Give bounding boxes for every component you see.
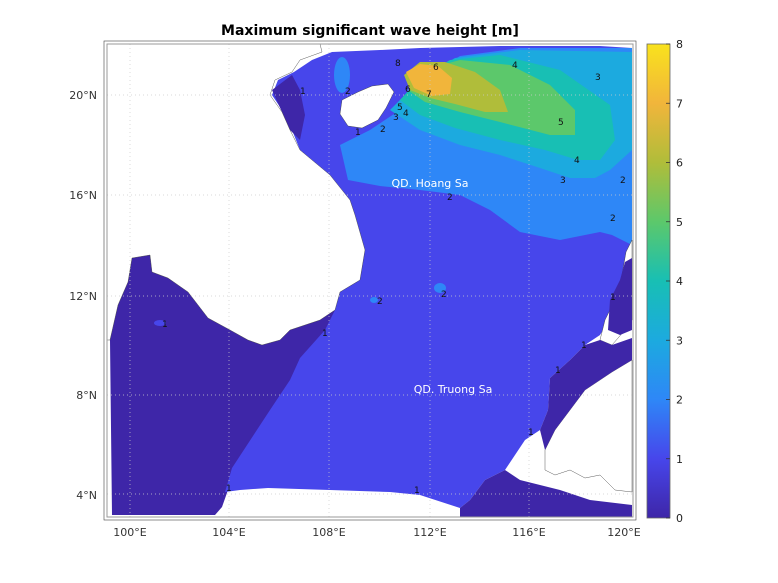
contour-label: 1 xyxy=(610,293,616,303)
x-axis: 100°E 104°E 108°E 112°E 116°E 120°E xyxy=(113,526,640,539)
contour-label: 2 xyxy=(345,87,351,97)
contour-label: 4 xyxy=(574,156,580,166)
colorbar-tick-label: 1 xyxy=(676,453,683,466)
contour-label: 2 xyxy=(610,214,616,224)
y-tick-label: 8°N xyxy=(76,389,97,402)
place-label-truong-sa: QD. Truong Sa xyxy=(414,383,493,396)
contour-label: 2 xyxy=(380,125,386,135)
y-tick-label: 16°N xyxy=(69,189,97,202)
colorbar-tick-label: 3 xyxy=(676,334,683,347)
colorbar-tick-label: 4 xyxy=(676,275,683,288)
x-tick-label: 112°E xyxy=(413,526,446,539)
place-label-hoang-sa: QD. Hoang Sa xyxy=(391,177,468,190)
contour-label: 3 xyxy=(393,113,399,123)
colorbar-ticks: 0 1 2 3 4 5 6 7 8 xyxy=(666,38,683,525)
contour-label: 5 xyxy=(397,103,403,113)
colorbar: 0 1 2 3 4 5 6 7 8 xyxy=(646,38,683,525)
x-tick-label: 108°E xyxy=(312,526,345,539)
contour-label: 1 xyxy=(226,484,232,494)
contour-label: 3 xyxy=(560,176,566,186)
philippines-region-dark xyxy=(608,258,632,335)
y-tick-label: 20°N xyxy=(69,89,97,102)
contour-label: 5 xyxy=(558,118,564,128)
contour-label: 4 xyxy=(403,109,409,119)
x-tick-label: 120°E xyxy=(607,526,640,539)
gulf-of-thailand-shallow-region xyxy=(110,255,340,515)
borneo-land xyxy=(544,359,633,493)
coastal-patch xyxy=(334,57,350,93)
colorbar-tick-label: 7 xyxy=(676,97,683,110)
contour-label: 1 xyxy=(414,486,420,496)
borneo-coast-dark xyxy=(540,338,632,450)
colorbar-tick-label: 5 xyxy=(676,216,683,229)
contour-label: 1 xyxy=(581,341,587,351)
map-frame xyxy=(106,43,634,518)
colorbar-tick-label: 2 xyxy=(676,394,683,407)
contour-label: 6 xyxy=(433,63,439,73)
map-area xyxy=(107,44,633,517)
contour-label: 8 xyxy=(395,59,401,69)
mainland-land xyxy=(107,44,366,346)
contour-label: 1 xyxy=(528,428,534,438)
contour-label: 1 xyxy=(555,366,561,376)
wave-7m-region xyxy=(406,64,452,96)
y-axis: 4°N 8°N 12°N 16°N 20°N xyxy=(69,89,97,502)
hainan-island xyxy=(339,83,395,129)
x-tick-label: 104°E xyxy=(212,526,245,539)
y-tick-label: 12°N xyxy=(69,290,97,303)
south-east-dark xyxy=(460,470,632,517)
contour-label: 1 xyxy=(355,128,361,138)
colorbar-tick-label: 0 xyxy=(676,512,683,525)
map-grid xyxy=(107,44,633,517)
contour-label: 2 xyxy=(377,297,383,307)
contour-labels: 1 2 1 2 3 4 5 6 7 6 8 4 3 5 4 3 2 2 2 2 … xyxy=(162,59,626,496)
x-tick-label: 116°E xyxy=(512,526,545,539)
colorbar-tick-label: 6 xyxy=(676,157,683,170)
gulf-of-tonkin-region xyxy=(272,75,305,140)
contour-label: 3 xyxy=(595,73,601,83)
contour-label: 2 xyxy=(447,193,453,203)
contour-label: 1 xyxy=(162,320,168,330)
map-title: Maximum significant wave height [m] xyxy=(221,23,519,39)
x-tick-label: 100°E xyxy=(113,526,146,539)
contour-label: 6 xyxy=(405,85,411,95)
reef-dot xyxy=(370,297,378,303)
contour-label: 1 xyxy=(300,87,306,97)
y-tick-label: 4°N xyxy=(76,489,97,502)
map-outer-frame xyxy=(103,40,637,521)
contour-label: 7 xyxy=(426,90,432,100)
contour-label: 4 xyxy=(512,61,518,71)
contour-label: 2 xyxy=(441,290,447,300)
contour-label: 2 xyxy=(620,176,626,186)
contour-label: 1 xyxy=(322,329,328,339)
colorbar-tick-label: 8 xyxy=(676,38,683,51)
lake-tonle-sap xyxy=(154,320,166,326)
spratly-island-dot xyxy=(434,283,446,293)
